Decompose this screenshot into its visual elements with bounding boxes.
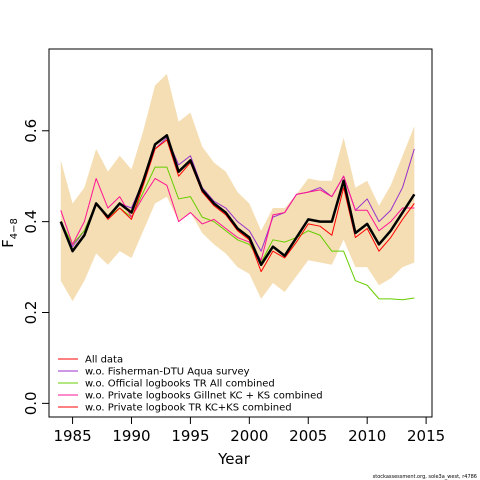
series-line-estimate: [59, 134, 416, 267]
y-tick-label: 0.0: [22, 391, 40, 415]
series-line-4: [60, 175, 415, 261]
legend-label: w.o. Fisherman-DTU Aqua survey: [85, 367, 250, 378]
confidence-band: [60, 73, 415, 302]
series-lines-layer: [59, 134, 416, 301]
credit-text: stockassessment.org, sole3a_west, r4786: [373, 474, 477, 480]
legend-label: All data: [85, 355, 123, 366]
x-axis: 1985 1990 1995 2000 2005 2010 2015: [53, 417, 445, 445]
confidence-band-layer: [60, 73, 415, 302]
x-tick-label: 2000: [230, 427, 268, 445]
y-axis: 0.0 0.2 0.4 0.6: [22, 119, 49, 415]
x-tick-label: 1990: [112, 427, 150, 445]
x-tick-label: 2010: [348, 427, 386, 445]
x-tick-label: 1985: [53, 427, 91, 445]
svg-text:F4−8: F4−8: [0, 218, 20, 248]
y-tick-label: 0.4: [22, 210, 40, 234]
y-axis-title-subscript: 4−8: [9, 218, 20, 239]
y-axis-title-main: F: [0, 239, 17, 248]
plot-frame: [48, 48, 433, 418]
x-tick-label: 1995: [171, 427, 209, 445]
y-tick-label: 0.2: [22, 301, 40, 325]
y-axis-title: F4−8: [0, 218, 20, 248]
legend-label: w.o. Official logbooks TR All combined: [85, 379, 275, 390]
series-line-5: [60, 139, 415, 273]
y-tick-label: 0.6: [22, 119, 40, 143]
x-tick-label: 2015: [407, 427, 445, 445]
x-tick-label: 2005: [289, 427, 327, 445]
x-axis-title: Year: [217, 450, 251, 468]
legend-label: w.o. Private logbook TR KC+KS combined: [85, 403, 292, 414]
legend-label: w.o. Private logbooks Gillnet KC + KS co…: [85, 391, 323, 402]
